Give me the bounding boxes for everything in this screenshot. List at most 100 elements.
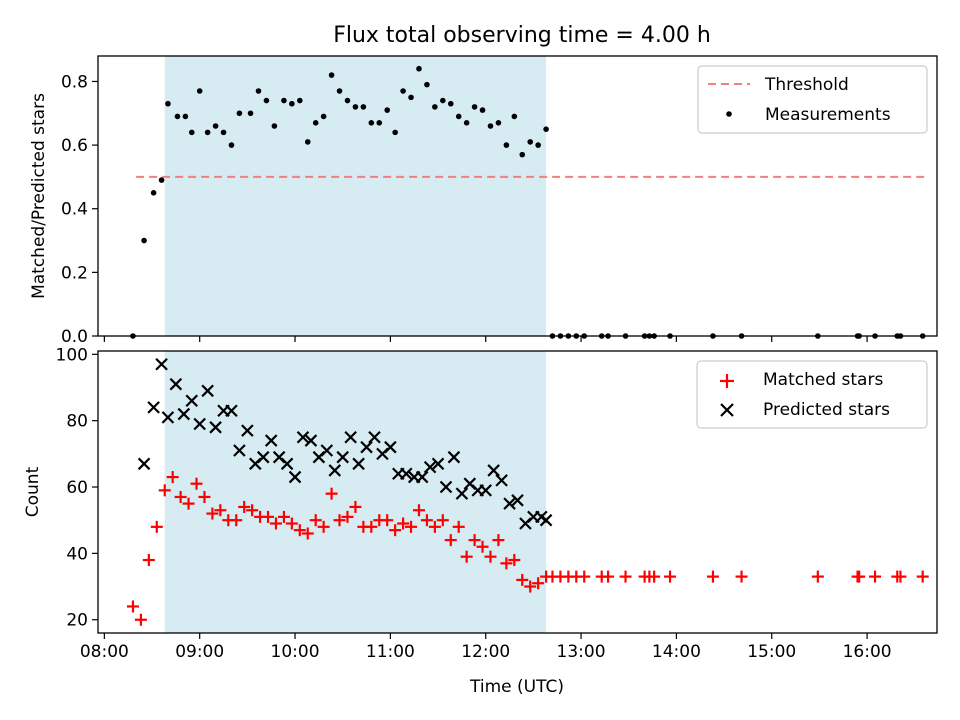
y-tick-label: 60 (66, 478, 88, 498)
predicted-star-point (399, 467, 413, 481)
matched-star-point (532, 577, 545, 590)
predicted-star-point (296, 430, 310, 444)
matched-star-point (150, 520, 163, 533)
top-y-axis: 0.0 0.2 0.4 0.6 0.8 (61, 72, 98, 347)
matched-star-point (262, 510, 275, 523)
predicted-star-point (193, 417, 206, 431)
y-tick-label: 100 (56, 345, 88, 365)
x-tick-label: 13:00 (557, 642, 606, 662)
matched-star-point (500, 557, 513, 570)
measurement-point (312, 120, 319, 126)
matched-star-point (428, 520, 441, 533)
matched-star-point (293, 524, 306, 537)
matched-star-point (619, 570, 632, 583)
predicted-star-point (233, 444, 246, 457)
matched-star-point (452, 520, 465, 533)
predicted-star-point (511, 494, 524, 507)
predicted-star-point (177, 407, 191, 421)
matched-star-point (325, 487, 338, 500)
predicted-star-point (320, 444, 334, 457)
measurement-point (212, 123, 219, 129)
y-tick-label: 40 (66, 544, 88, 564)
measurement-point (188, 129, 195, 136)
matched-star-point (516, 573, 529, 586)
legend-threshold-label: Threshold (764, 75, 849, 95)
matched-star-point (198, 490, 211, 503)
top-data-marks (130, 65, 926, 339)
measurement-point (447, 100, 454, 107)
predicted-star-point (209, 421, 222, 434)
top-x-ticks (103, 336, 868, 342)
measurement-point (196, 88, 203, 94)
matched-star-point (397, 517, 410, 530)
predicted-star-point (280, 457, 294, 471)
measurement-point (304, 139, 311, 145)
matched-star-point (476, 540, 489, 553)
y-tick-label: 0.4 (61, 200, 88, 220)
measurement-point (543, 126, 549, 132)
x-tick-label: 16:00 (843, 642, 892, 662)
matched-star-point (190, 477, 203, 490)
predicted-star-point (479, 484, 492, 497)
predicted-star-point (241, 424, 254, 437)
measurement-point (236, 110, 243, 117)
measurement-point (495, 120, 502, 126)
measurement-point (360, 104, 367, 110)
matched-star-point (894, 570, 907, 583)
matched-star-point (134, 613, 147, 626)
measurement-point (158, 177, 165, 183)
measurement-point (263, 97, 270, 104)
measurement-point (344, 97, 351, 104)
matched-star-point (468, 534, 481, 547)
predicted-star-point (256, 450, 270, 464)
matched-star-point (341, 510, 354, 523)
x-axis-label: Time (UTC) (469, 677, 564, 697)
predicted-star-point (201, 384, 214, 398)
predicted-star-point (336, 450, 349, 464)
bottom-legend-box (696, 360, 928, 429)
measurement-point (400, 88, 406, 94)
y-tick-label: 20 (66, 611, 88, 631)
y-tick-label: 0.6 (61, 136, 88, 156)
matched-star-point (317, 520, 330, 533)
measurement-point (392, 129, 398, 136)
predicted-star-point (439, 480, 453, 494)
measurement-point (416, 65, 422, 72)
measurement-point (471, 104, 478, 110)
predicted-star-point (352, 457, 365, 471)
measurement-point (255, 88, 262, 94)
measurement-point (336, 88, 343, 94)
predicted-star-point (328, 464, 342, 477)
bottom-y-axis-label: Count (23, 466, 43, 517)
measurement-point (527, 139, 534, 145)
measurement-point (297, 97, 303, 104)
bottom-y-axis: 20 40 60 80 100 (56, 345, 98, 631)
top-panel: 0.00.20.40.60.8 Matched/Predicted stars … (29, 55, 938, 347)
bottom-x-axis: 08:00 09:00 10:00 11:00 12:00 13:00 14:00 15:00… (80, 633, 892, 662)
measurement-point (384, 107, 391, 113)
chart-title: Flux total observing time = 4.00 h (333, 23, 711, 48)
measurement-point (328, 72, 335, 78)
measurement-point (174, 113, 181, 120)
legend-matched-swatch (720, 374, 734, 388)
legend-measurements-swatch (726, 111, 732, 117)
matched-star-point (246, 504, 259, 517)
matched-star-point (126, 600, 139, 613)
matched-star-point (214, 504, 227, 517)
matched-star-point (811, 570, 824, 583)
top-observing-window-shade (164, 56, 547, 336)
matched-star-point (333, 514, 346, 527)
bottom-panel: 20 40 60 80 100 08:00 09:00 10:00 11:00 12:00 13:… (23, 345, 938, 697)
predicted-star-point (455, 487, 469, 500)
matched-star-point (412, 504, 425, 517)
matched-star-point (524, 580, 537, 593)
legend-matched-label: Matched stars (763, 370, 883, 390)
predicted-star-point (503, 497, 516, 510)
matched-star-point (301, 527, 314, 540)
measurement-point (463, 120, 470, 126)
matched-star-point (664, 570, 677, 583)
measurement-point (271, 123, 278, 129)
matched-star-point (285, 517, 298, 530)
matched-star-point (166, 471, 179, 484)
